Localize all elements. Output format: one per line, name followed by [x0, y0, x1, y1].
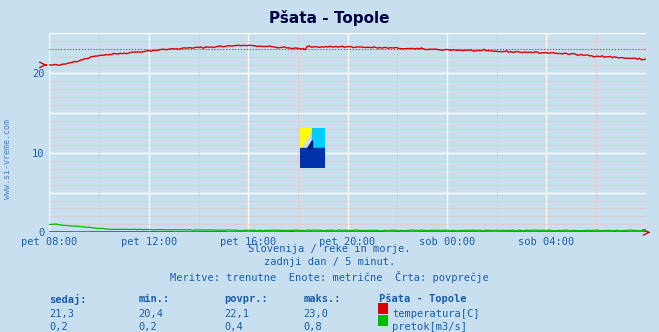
Text: 0,2: 0,2 [49, 322, 68, 332]
Text: zadnji dan / 5 minut.: zadnji dan / 5 minut. [264, 257, 395, 267]
Text: min.:: min.: [138, 294, 169, 304]
Text: povpr.:: povpr.: [224, 294, 268, 304]
Text: sedaj:: sedaj: [49, 294, 87, 305]
Text: temperatura[C]: temperatura[C] [392, 309, 480, 319]
Text: www.si-vreme.com: www.si-vreme.com [3, 120, 13, 199]
Text: 23,0: 23,0 [303, 309, 328, 319]
Text: Pšata - Topole: Pšata - Topole [270, 10, 389, 26]
Text: pretok[m3/s]: pretok[m3/s] [392, 322, 467, 332]
Text: 0,4: 0,4 [224, 322, 243, 332]
Text: Meritve: trenutne  Enote: metrične  Črta: povprečje: Meritve: trenutne Enote: metrične Črta: … [170, 271, 489, 283]
Text: 0,2: 0,2 [138, 322, 157, 332]
Polygon shape [307, 140, 312, 148]
Polygon shape [300, 128, 312, 148]
Polygon shape [312, 128, 325, 148]
Text: maks.:: maks.: [303, 294, 341, 304]
Polygon shape [300, 148, 325, 168]
Text: 22,1: 22,1 [224, 309, 249, 319]
Text: Pšata - Topole: Pšata - Topole [379, 294, 467, 304]
Text: 0,8: 0,8 [303, 322, 322, 332]
Text: Slovenija / reke in morje.: Slovenija / reke in morje. [248, 244, 411, 254]
Text: 21,3: 21,3 [49, 309, 74, 319]
Text: 20,4: 20,4 [138, 309, 163, 319]
